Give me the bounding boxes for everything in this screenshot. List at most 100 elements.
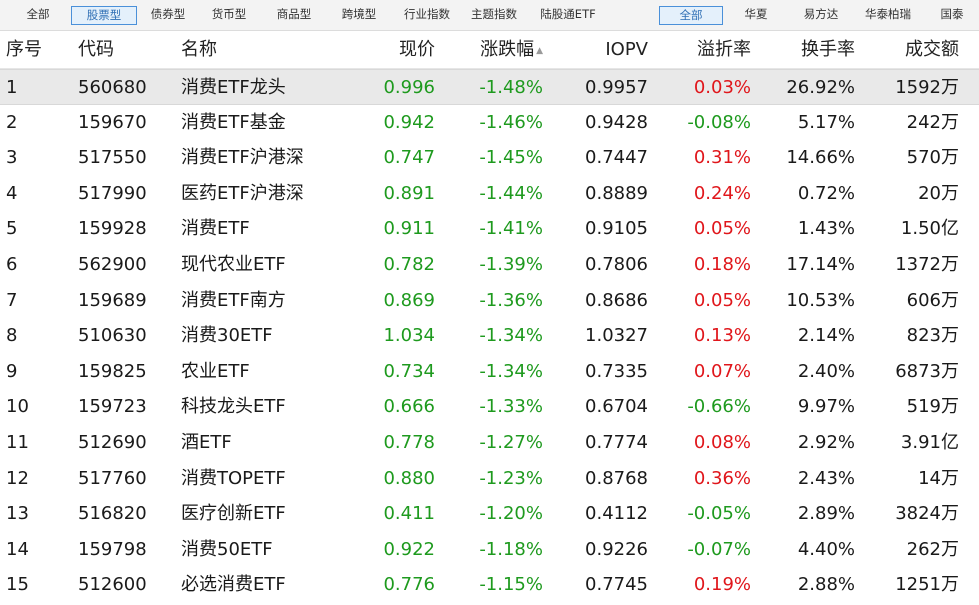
table-row[interactable]: 6 562900 现代农业ETF 0.782 -1.39% 0.7806 0.18% 17.1… bbox=[0, 247, 979, 283]
table-header: 序号 代码 名称 现价 涨跌幅 ▲ IOPV 溢折率 换手率 成交额 bbox=[0, 31, 979, 69]
table-row[interactable]: 4 517990 医药ETF沪港深 0.891 -1.44% 0.8889 0.24% 0.7… bbox=[0, 176, 979, 212]
type-tab-all[interactable]: 全部 bbox=[26, 7, 50, 21]
table-row[interactable]: 11 512690 酒ETF 0.778 -1.27% 0.7774 0.08% 2.92% 3… bbox=[0, 425, 979, 461]
cell-name: 消费ETF基金 bbox=[181, 111, 286, 133]
cell-premium: -0.07% bbox=[687, 538, 751, 560]
table-row[interactable]: 9 159825 农业ETF 0.734 -1.34% 0.7335 0.07% 2.40% 6… bbox=[0, 354, 979, 390]
issuer-tab-guotai[interactable]: 国泰 bbox=[940, 7, 964, 21]
cell-change: -1.20% bbox=[479, 503, 543, 525]
issuer-tab-huatai-pinebridge[interactable]: 华泰柏瑞 bbox=[865, 7, 911, 21]
col-header-price[interactable]: 现价 bbox=[399, 39, 435, 60]
table-row[interactable]: 12 517760 消费TOPETF 0.880 -1.23% 0.8768 0.36% 2.… bbox=[0, 461, 979, 497]
cell-iopv: 0.6704 bbox=[585, 396, 648, 418]
table-row[interactable]: 15 512600 必选消费ETF 0.776 -1.15% 0.7745 0.19% 2.8… bbox=[0, 567, 979, 603]
cell-premium: 0.03% bbox=[693, 77, 751, 98]
cell-volume: 242万 bbox=[906, 111, 959, 133]
cell-name: 消费ETF龙头 bbox=[181, 77, 286, 98]
table-row[interactable]: 8 510630 消费30ETF 1.034 -1.34% 1.0327 0.13% 2.14… bbox=[0, 318, 979, 354]
type-tab-cross-border[interactable]: 跨境型 bbox=[341, 7, 377, 21]
cell-code: 512690 bbox=[78, 432, 147, 453]
cell-code: 159670 bbox=[78, 111, 147, 133]
cell-index: 1 bbox=[6, 77, 18, 98]
cell-iopv: 0.4112 bbox=[585, 503, 648, 525]
cell-iopv: 0.7447 bbox=[585, 147, 648, 169]
cell-turnover: 2.92% bbox=[797, 432, 855, 453]
cell-name: 酒ETF bbox=[181, 432, 232, 453]
cell-premium: 0.05% bbox=[693, 218, 751, 240]
col-header-iopv[interactable]: IOPV bbox=[605, 39, 648, 60]
col-header-premium[interactable]: 溢折率 bbox=[697, 39, 751, 60]
cell-premium: -0.08% bbox=[687, 111, 751, 133]
cell-price: 0.747 bbox=[383, 147, 435, 169]
cell-change: -1.34% bbox=[479, 360, 543, 382]
type-tab-bond[interactable]: 债券型 bbox=[150, 7, 186, 21]
cell-index: 9 bbox=[6, 360, 18, 382]
type-tab-commodity[interactable]: 商品型 bbox=[276, 7, 312, 21]
cell-change: -1.33% bbox=[479, 396, 543, 418]
cell-turnover: 2.43% bbox=[797, 467, 855, 489]
col-header-name[interactable]: 名称 bbox=[181, 39, 217, 60]
cell-iopv: 0.8686 bbox=[585, 289, 648, 311]
cell-index: 8 bbox=[6, 325, 18, 347]
issuer-tab-all[interactable]: 全部 bbox=[659, 6, 723, 25]
type-tab-connect-etf[interactable]: 陆股通ETF bbox=[540, 7, 596, 21]
cell-iopv: 0.8889 bbox=[585, 182, 648, 204]
cell-change: -1.44% bbox=[479, 182, 543, 204]
type-tab-money[interactable]: 货币型 bbox=[211, 7, 247, 21]
cell-change: -1.39% bbox=[479, 254, 543, 275]
table-row[interactable]: 2 159670 消费ETF基金 0.942 -1.46% 0.9428 -0.08% 5.1… bbox=[0, 105, 979, 141]
cell-name: 消费30ETF bbox=[181, 325, 273, 347]
cell-code: 517760 bbox=[78, 467, 147, 489]
cell-turnover: 9.97% bbox=[797, 396, 855, 418]
type-tab-industry-index[interactable]: 行业指数 bbox=[404, 7, 450, 21]
table-row[interactable]: 7 159689 消费ETF南方 0.869 -1.36% 0.8686 0.05% 10.5… bbox=[0, 283, 979, 319]
table-row[interactable]: 1 560680 消费ETF龙头 0.996 -1.48% 0.9957 0.03% 26.9… bbox=[0, 69, 979, 105]
table-row[interactable]: 5 159928 消费ETF 0.911 -1.41% 0.9105 0.05% 1.43% 1… bbox=[0, 211, 979, 247]
cell-premium: 0.19% bbox=[693, 574, 751, 596]
cell-index: 4 bbox=[6, 182, 18, 204]
col-header-index[interactable]: 序号 bbox=[6, 39, 42, 60]
cell-iopv: 1.0327 bbox=[585, 325, 648, 347]
cell-price: 0.891 bbox=[383, 182, 435, 204]
table-row[interactable]: 10 159723 科技龙头ETF 0.666 -1.33% 0.6704 -0.66% 9.… bbox=[0, 389, 979, 425]
cell-premium: -0.05% bbox=[687, 503, 751, 525]
sort-ascending-icon: ▲ bbox=[536, 46, 543, 56]
cell-name: 消费50ETF bbox=[181, 538, 273, 560]
cell-index: 15 bbox=[6, 574, 29, 596]
cell-code: 560680 bbox=[78, 77, 147, 98]
cell-turnover: 2.40% bbox=[797, 360, 855, 382]
cell-turnover: 2.88% bbox=[797, 574, 855, 596]
cell-name: 消费ETF bbox=[181, 218, 250, 240]
table-row[interactable]: 13 516820 医疗创新ETF 0.411 -1.20% 0.4112 -0.05% 2.… bbox=[0, 496, 979, 532]
type-tab-equity[interactable]: 股票型 bbox=[71, 6, 137, 25]
cell-code: 512600 bbox=[78, 574, 147, 596]
issuer-tab-efund[interactable]: 易方达 bbox=[803, 7, 839, 21]
cell-volume: 570万 bbox=[906, 147, 959, 169]
col-header-volume[interactable]: 成交额 bbox=[905, 39, 959, 60]
cell-index: 10 bbox=[6, 396, 29, 418]
cell-code: 562900 bbox=[78, 254, 147, 275]
cell-premium: 0.24% bbox=[693, 182, 751, 204]
cell-volume: 262万 bbox=[906, 538, 959, 560]
filter-bar: 全部 股票型 债券型 货币型 商品型 跨境型 行业指数 主题指数 陆股通ETF … bbox=[0, 0, 979, 31]
cell-turnover: 2.14% bbox=[797, 325, 855, 347]
issuer-tab-huaxia[interactable]: 华夏 bbox=[744, 7, 768, 21]
table-row[interactable]: 14 159798 消费50ETF 0.922 -1.18% 0.9226 -0.07% 4.… bbox=[0, 532, 979, 568]
cell-code: 159689 bbox=[78, 289, 147, 311]
col-header-code[interactable]: 代码 bbox=[78, 39, 114, 60]
cell-volume: 1592万 bbox=[895, 77, 959, 98]
cell-code: 517550 bbox=[78, 147, 147, 169]
cell-name: 消费ETF南方 bbox=[181, 289, 286, 311]
table-row[interactable]: 3 517550 消费ETF沪港深 0.747 -1.45% 0.7447 0.31% 14.… bbox=[0, 140, 979, 176]
cell-name: 医疗创新ETF bbox=[181, 503, 286, 525]
col-header-turnover[interactable]: 换手率 bbox=[801, 39, 855, 60]
cell-price: 0.734 bbox=[383, 360, 435, 382]
cell-index: 3 bbox=[6, 147, 18, 169]
cell-volume: 606万 bbox=[906, 289, 959, 311]
col-header-change[interactable]: 涨跌幅 ▲ bbox=[433, 31, 543, 69]
cell-premium: 0.13% bbox=[693, 325, 751, 347]
type-tab-theme-index[interactable]: 主题指数 bbox=[471, 7, 517, 21]
cell-change: -1.45% bbox=[479, 147, 543, 169]
cell-volume: 14万 bbox=[918, 467, 959, 489]
cell-turnover: 10.53% bbox=[786, 289, 855, 311]
